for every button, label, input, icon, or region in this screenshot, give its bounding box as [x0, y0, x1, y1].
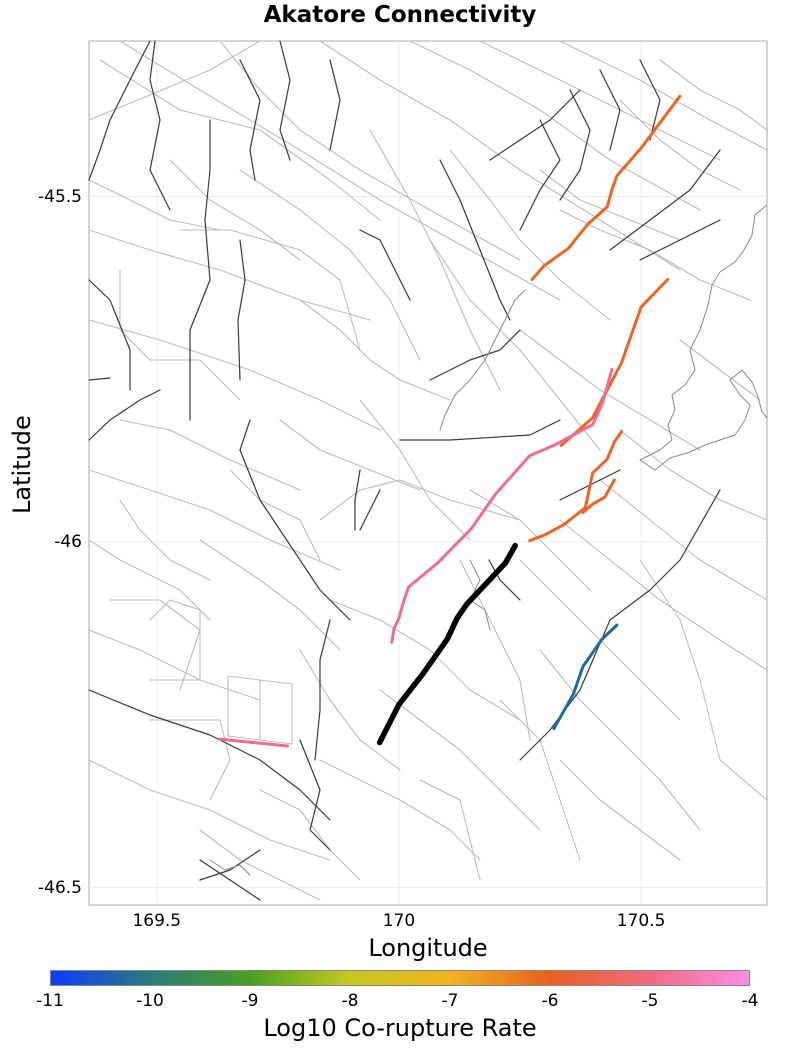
- connected-fault-trace: [530, 94, 682, 281]
- akatore-fault-trace: [376, 542, 518, 746]
- colorbar-tick-label: -5: [641, 991, 659, 1011]
- y-tick-label: -45.5: [38, 186, 82, 207]
- y-tick-label: -46: [54, 532, 82, 553]
- y-axis-label: Latitude: [8, 415, 36, 514]
- x-tick-label: 169.5: [132, 911, 182, 931]
- chart-title: Akatore Connectivity: [263, 2, 537, 28]
- connected-fault-trace: [218, 737, 290, 748]
- colorbar-tick-label: -4: [741, 991, 759, 1011]
- colorbar-tick-label: -11: [36, 991, 64, 1011]
- plot-area: [88, 40, 768, 906]
- source-fault-line: [376, 542, 518, 746]
- connected-fault-trace: [528, 430, 624, 543]
- colorbar-tick-label: -6: [541, 991, 559, 1011]
- background-fault-network: [88, 40, 768, 901]
- colorbar-tick-label: -9: [241, 991, 259, 1011]
- x-axis-label: Longitude: [368, 934, 488, 962]
- colorbar-tick-label: -7: [441, 991, 459, 1011]
- connected-fault-trace: [559, 278, 670, 447]
- connected-fault-trace: [390, 367, 614, 644]
- connected-fault-trace: [552, 623, 619, 731]
- x-tick-label: 170: [382, 911, 416, 931]
- colorbar-tick-label: -10: [136, 991, 164, 1011]
- colorbar-label: Log10 Co-rupture Rate: [263, 1014, 537, 1042]
- y-tick-label: -46.5: [38, 877, 82, 898]
- colorbar: [50, 970, 750, 986]
- x-tick-label: 170.5: [616, 911, 666, 931]
- connected-fault-trace: [581, 478, 616, 514]
- connected-fault-ruptures: [218, 94, 682, 748]
- colorbar-tick-label: -8: [341, 991, 359, 1011]
